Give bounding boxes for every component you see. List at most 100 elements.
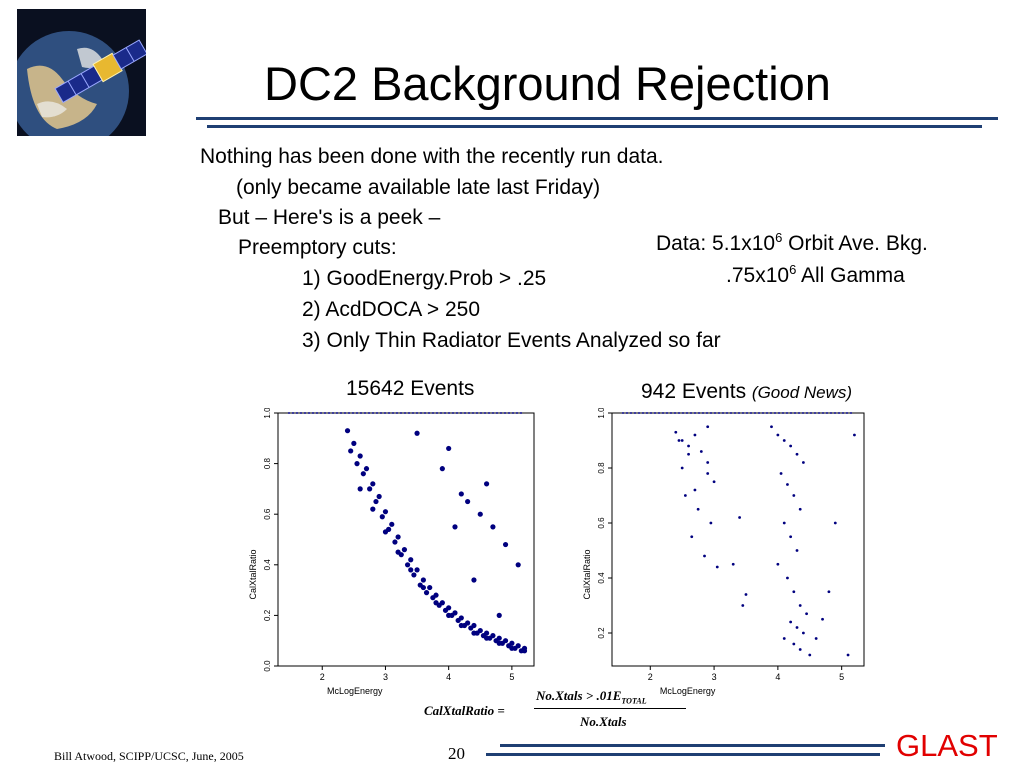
data-point <box>792 590 796 594</box>
slide-title: DC2 Background Rejection <box>264 57 831 110</box>
data-point <box>709 521 713 525</box>
data-point <box>706 461 710 464</box>
data-point <box>706 425 710 429</box>
data-point <box>792 494 796 497</box>
data-point <box>798 648 802 651</box>
data-point <box>468 625 474 631</box>
data-point <box>401 547 408 553</box>
data-point <box>392 539 398 545</box>
data-point <box>357 486 363 492</box>
scatter-plot-left: 2 3 4 5 0.0 0.2 0.4 0.6 0.8 1.0 McLogEnergy CalXtal… <box>248 408 535 696</box>
data-point <box>367 486 373 492</box>
y-tick-label: 0.6 <box>597 517 606 529</box>
x-axis-label: McLogEnergy <box>660 686 716 696</box>
formula: CalXtalRatio = No.Xtals > .01ETOTAL No.X… <box>424 688 694 732</box>
data-point <box>798 507 802 511</box>
cut-3: 3) Only Thin Radiator Events Analyzed so… <box>302 329 721 352</box>
data-point <box>738 516 741 519</box>
y-tick-label: 0.0 <box>263 660 272 672</box>
x-tick-label: 5 <box>509 672 514 682</box>
data-note-line-2: .75x106 All Gamma <box>726 263 905 288</box>
data-point <box>699 450 703 453</box>
body-line-1: Nothing has been done with the recently … <box>200 145 664 168</box>
data-point <box>354 461 360 467</box>
data-point <box>395 534 401 540</box>
data-point <box>382 509 389 515</box>
data-point <box>744 593 748 596</box>
plot-frame <box>611 412 865 667</box>
x-tick-label: 4 <box>446 672 451 682</box>
data-point <box>782 521 786 525</box>
data-point <box>417 582 423 588</box>
data-point <box>414 567 420 573</box>
footer-rule-top <box>500 744 885 747</box>
data-point <box>344 428 351 434</box>
formula-numerator: No.Xtals > .01ETOTAL <box>536 688 647 706</box>
data-point <box>414 430 420 436</box>
data-point <box>386 526 392 532</box>
data-point <box>821 617 824 621</box>
data-point <box>687 452 690 456</box>
data-point <box>814 637 818 640</box>
data-point <box>789 620 793 624</box>
data-point <box>370 481 376 487</box>
x-tick-label: 4 <box>775 672 780 682</box>
right-plot-caption: 942 Events (Good News) <box>641 380 852 404</box>
data-point <box>471 577 477 583</box>
page-number: 20 <box>448 744 465 763</box>
data-note-1-exp: 6 <box>775 230 783 245</box>
data-point <box>782 637 786 640</box>
y-tick-label: 0.2 <box>597 627 606 639</box>
data-note-2-prefix: .75x10 <box>726 264 790 287</box>
data-point <box>502 541 509 548</box>
data-point <box>677 439 681 442</box>
y-tick-label: 0.6 <box>263 508 272 520</box>
data-point <box>351 440 357 446</box>
data-point <box>795 626 799 629</box>
data-point <box>439 466 445 472</box>
data-point <box>674 430 678 434</box>
data-point <box>449 612 455 618</box>
data-point <box>696 507 700 511</box>
data-point <box>789 535 793 539</box>
formula-lhs: CalXtalRatio = <box>424 703 505 718</box>
left-plot-caption: 15642 Events <box>346 377 475 400</box>
data-point <box>770 425 773 429</box>
data-point <box>853 433 856 437</box>
data-note-2-suffix: All Gamma <box>796 264 905 287</box>
data-note-line-1: Data: 5.1x106 Orbit Ave. Bkg. <box>656 230 928 256</box>
x-tick-label: 5 <box>839 672 844 682</box>
data-point <box>693 433 697 437</box>
data-point <box>846 653 850 657</box>
x-axis-label: McLogEnergy <box>327 686 383 696</box>
data-point <box>455 617 461 624</box>
formula-fraction-bar <box>534 708 686 709</box>
body-line-2: (only became available late last Friday) <box>236 176 601 199</box>
data-point <box>423 590 430 596</box>
formula-denominator: No.Xtals <box>580 714 627 729</box>
cut-2: 2) AcdDOCA > 250 <box>302 298 481 321</box>
data-point <box>379 514 385 520</box>
right-caption-note: (Good News) <box>751 383 853 402</box>
data-point <box>408 567 414 573</box>
data-point <box>786 483 789 486</box>
data-point <box>792 642 796 646</box>
data-note-1-prefix: Data: 5.1x10 <box>656 232 776 255</box>
data-point <box>779 472 783 475</box>
data-point <box>805 612 808 616</box>
data-point <box>680 466 684 470</box>
data-point <box>408 557 414 563</box>
data-point <box>480 633 487 639</box>
data-point <box>789 444 793 448</box>
data-point <box>404 562 411 568</box>
data-point <box>398 552 404 558</box>
y-tick-label: 1.0 <box>263 408 272 419</box>
data-point <box>493 638 499 644</box>
data-point <box>376 493 382 500</box>
data-point <box>693 488 697 492</box>
x-tick-label: 2 <box>648 672 653 682</box>
data-point <box>782 439 786 442</box>
data-point <box>490 524 496 530</box>
data-point <box>442 607 449 613</box>
satellite-logo-image <box>17 9 146 136</box>
